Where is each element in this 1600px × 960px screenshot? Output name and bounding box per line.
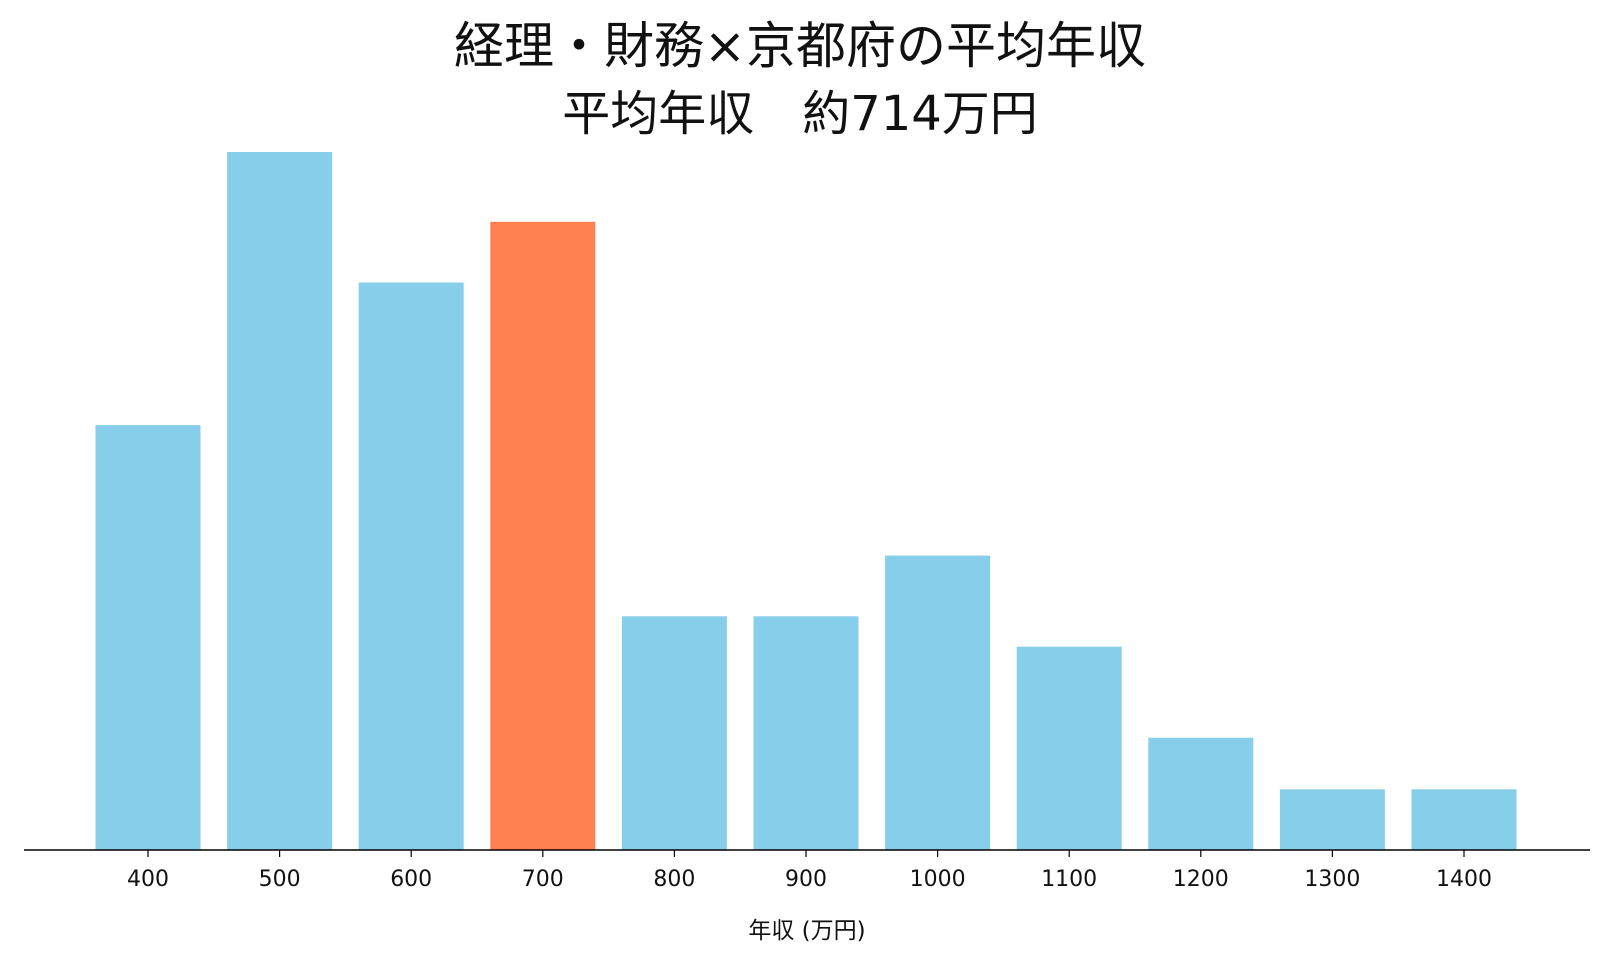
x-tick-label-1100: 1100 bbox=[1041, 867, 1097, 892]
bar-1200 bbox=[1148, 737, 1254, 850]
x-tick-label-1400: 1400 bbox=[1436, 867, 1492, 892]
chart-title: 経理・財務×京都府の平均年収 bbox=[454, 17, 1146, 75]
chart-subtitle: 平均年収 約714万円 bbox=[562, 86, 1038, 142]
x-tick-label-1000: 1000 bbox=[910, 867, 966, 892]
bar-1300 bbox=[1279, 789, 1385, 850]
x-axis-ticks: 400 500 600 700 800 900 1000 1100 1200 1300 1400 bbox=[127, 850, 1492, 892]
x-tick-label-1200: 1200 bbox=[1173, 867, 1229, 892]
bar-400 bbox=[95, 425, 201, 850]
bar-1400 bbox=[1411, 789, 1517, 850]
x-tick-label-800: 800 bbox=[653, 867, 695, 892]
x-tick-label-900: 900 bbox=[785, 867, 827, 892]
x-axis-label: 年収 (万円) bbox=[748, 918, 865, 944]
bars-group bbox=[95, 152, 1517, 851]
bar-500 bbox=[227, 152, 333, 850]
x-tick-label-600: 600 bbox=[390, 867, 432, 892]
x-tick-label-1300: 1300 bbox=[1304, 867, 1360, 892]
bar-1100 bbox=[1016, 646, 1122, 850]
bar-700 bbox=[490, 221, 596, 851]
bar-1000 bbox=[885, 555, 991, 850]
x-tick-label-500: 500 bbox=[259, 867, 301, 892]
bar-900 bbox=[753, 616, 859, 850]
bar-600 bbox=[358, 282, 464, 850]
x-tick-label-400: 400 bbox=[127, 867, 169, 892]
x-tick-label-700: 700 bbox=[522, 867, 564, 892]
bar-800 bbox=[621, 616, 727, 850]
